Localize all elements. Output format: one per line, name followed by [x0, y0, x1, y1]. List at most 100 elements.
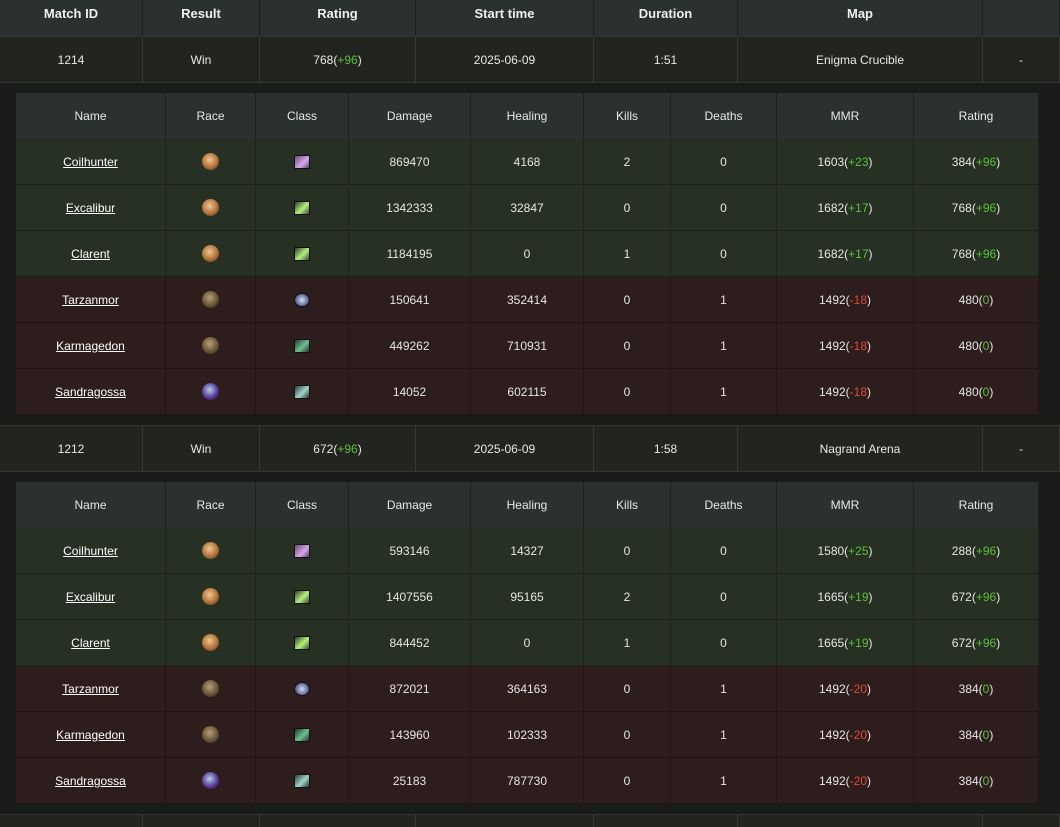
player-rating-delta: +96 — [975, 154, 997, 169]
col-header-deaths[interactable]: Deaths — [671, 93, 777, 139]
player-healing: 14327 — [471, 528, 584, 574]
player-mmr: 1682 (+17) — [777, 185, 914, 231]
player-rating: 768 (+96) — [914, 185, 1039, 231]
player-kills: 0 — [584, 323, 671, 369]
player-row: Coilhunter 869470 4168 2 0 1603 (+23) 384 (+96… — [16, 139, 1039, 185]
player-healing: 4168 — [471, 139, 584, 185]
player-mmr: 1492 (-20) — [777, 666, 914, 712]
player-name-link[interactable]: Sandragossa — [55, 384, 126, 399]
player-deaths: 1 — [671, 369, 777, 415]
col-header-race[interactable]: Race — [166, 93, 256, 139]
troll-race-icon — [202, 772, 219, 789]
tauren-race-icon — [202, 680, 219, 697]
player-rating: 384 (0) — [914, 712, 1039, 758]
player-class-cell — [256, 666, 349, 712]
col-header-match-id[interactable]: Match ID — [0, 0, 143, 36]
col-header-kills[interactable]: Kills — [584, 482, 671, 528]
player-name-link[interactable]: Tarzanmor — [62, 681, 119, 696]
player-rating: 288 (+96) — [914, 528, 1039, 574]
col-header-duration[interactable]: Duration — [594, 0, 738, 36]
priest-class-icon — [294, 292, 310, 307]
player-deaths: 0 — [671, 139, 777, 185]
player-name-link[interactable]: Karmagedon — [56, 338, 125, 353]
player-mmr-value: 1580 — [817, 543, 845, 558]
player-name-link[interactable]: Sandragossa — [55, 773, 126, 788]
tauren-race-icon — [202, 337, 219, 354]
player-class-cell — [256, 758, 349, 804]
col-header-mmr[interactable]: MMR — [777, 93, 914, 139]
player-name-link[interactable]: Tarzanmor — [62, 292, 119, 307]
match-id[interactable]: 1214 — [0, 37, 143, 82]
player-rating: 384 (0) — [914, 666, 1039, 712]
col-header-class[interactable]: Class — [256, 93, 349, 139]
col-header-healing[interactable]: Healing — [471, 93, 584, 139]
col-header-race[interactable]: Race — [166, 482, 256, 528]
player-row: Coilhunter 593146 14327 0 0 1580 (+25) 288 (+9… — [16, 528, 1039, 574]
player-rating-delta: 0 — [982, 773, 990, 788]
col-header-rating[interactable]: Rating — [260, 0, 416, 36]
warrior-class-icon — [294, 773, 310, 788]
player-row: Tarzanmor 872021 364163 0 1 1492 (-20) 384 (0) — [16, 666, 1039, 712]
match-extra: - — [983, 37, 1060, 82]
player-rating-value: 288 — [951, 543, 972, 558]
player-race-cell — [166, 185, 256, 231]
player-name-link[interactable]: Coilhunter — [63, 154, 118, 169]
player-name-cell: Karmagedon — [16, 712, 166, 758]
col-header-mmr[interactable]: MMR — [777, 482, 914, 528]
player-mmr: 1492 (-18) — [777, 277, 914, 323]
player-name-link[interactable]: Karmagedon — [56, 727, 125, 742]
col-header-rating[interactable]: Rating — [914, 93, 1039, 139]
player-rating-value: 480 — [958, 292, 979, 307]
col-header-result[interactable]: Result — [143, 0, 260, 36]
player-name-link[interactable]: Excalibur — [65, 200, 116, 215]
player-mmr-delta: -18 — [849, 292, 868, 307]
col-header-name[interactable]: Name — [16, 93, 166, 139]
col-header-damage[interactable]: Damage — [349, 482, 471, 528]
player-damage: 150641 — [349, 277, 471, 323]
player-mmr-delta: +25 — [848, 543, 869, 558]
match-rating-delta: +96 — [337, 441, 358, 456]
player-kills: 0 — [584, 185, 671, 231]
col-header-map[interactable]: Map — [738, 0, 983, 36]
player-race-cell — [166, 231, 256, 277]
player-class-cell — [256, 712, 349, 758]
player-mmr: 1580 (+25) — [777, 528, 914, 574]
match-map: Enigma Crucible — [738, 37, 983, 82]
player-name-link[interactable]: Excalibur — [65, 589, 116, 604]
col-header-damage[interactable]: Damage — [349, 93, 471, 139]
player-name-cell: Tarzanmor — [16, 277, 166, 323]
match-id[interactable]: 1212 — [0, 426, 143, 471]
col-header-healing[interactable]: Healing — [471, 482, 584, 528]
player-name-link[interactable]: Clarent — [71, 246, 110, 261]
col-header-kills[interactable]: Kills — [584, 93, 671, 139]
match-details: Name Race Class Damage Healing Kills Deaths MMR… — [0, 83, 1060, 425]
player-rating-value: 768 — [951, 200, 972, 215]
player-healing: 32847 — [471, 185, 584, 231]
col-header-deaths[interactable]: Deaths — [671, 482, 777, 528]
next-match-row[interactable] — [0, 814, 1060, 827]
player-rating-delta: 0 — [982, 338, 990, 353]
player-name-link[interactable]: Clarent — [71, 635, 110, 650]
players-table-header: Name Race Class Damage Healing Kills Deaths MMR… — [16, 93, 1039, 139]
player-damage: 869470 — [349, 139, 471, 185]
col-header-class[interactable]: Class — [256, 482, 349, 528]
player-race-cell — [166, 277, 256, 323]
troll-race-icon — [202, 383, 219, 400]
player-row: Sandragossa 14052 602115 0 1 1492 (-18) 480 (0… — [16, 369, 1039, 415]
player-mmr-value: 1492 — [818, 292, 846, 307]
match-start-time: 2025-06-09 — [416, 426, 594, 471]
player-mmr-value: 1492 — [818, 338, 846, 353]
player-kills: 0 — [584, 758, 671, 804]
player-mmr: 1665 (+19) — [777, 574, 914, 620]
col-header-name[interactable]: Name — [16, 482, 166, 528]
col-header-rating[interactable]: Rating — [914, 482, 1039, 528]
player-name-link[interactable]: Coilhunter — [63, 543, 118, 558]
player-class-cell — [256, 139, 349, 185]
players-table-header: Name Race Class Damage Healing Kills Deaths MMR… — [16, 482, 1039, 528]
match-row[interactable]: 1212 Win 672 (+96) 2025-06-09 1:58 Nagrand Ar… — [0, 425, 1060, 472]
col-header-start-time[interactable]: Start time — [416, 0, 594, 36]
hunter-class-icon — [294, 200, 310, 215]
player-class-cell — [256, 528, 349, 574]
match-rating: 672 (+96) — [260, 426, 416, 471]
match-row[interactable]: 1214 Win 768 (+96) 2025-06-09 1:51 Enigma Cru… — [0, 36, 1060, 83]
